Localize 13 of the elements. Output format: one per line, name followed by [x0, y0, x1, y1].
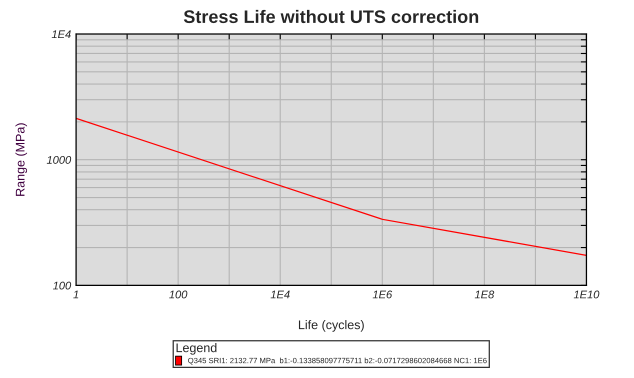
chart-title: Stress Life without UTS correction — [184, 10, 478, 24]
y-tick-label: 1E4 — [52, 30, 71, 38]
x-tick-label: 1 — [73, 290, 78, 298]
x-tick-label: 1E6 — [372, 290, 392, 298]
y-tick-label: 1000 — [46, 156, 72, 164]
legend-title: Legend — [176, 343, 216, 355]
x-axis-title: Life (cycles) — [298, 320, 364, 332]
x-tick-label: 1E4 — [270, 290, 290, 298]
y-tick-label: 100 — [52, 282, 72, 290]
x-tick-label: 1E8 — [474, 290, 494, 298]
x-tick-label: 100 — [169, 290, 188, 298]
x-tick-label: 1E10 — [574, 290, 600, 298]
y-axis-title: Range (MPa) — [15, 123, 28, 196]
